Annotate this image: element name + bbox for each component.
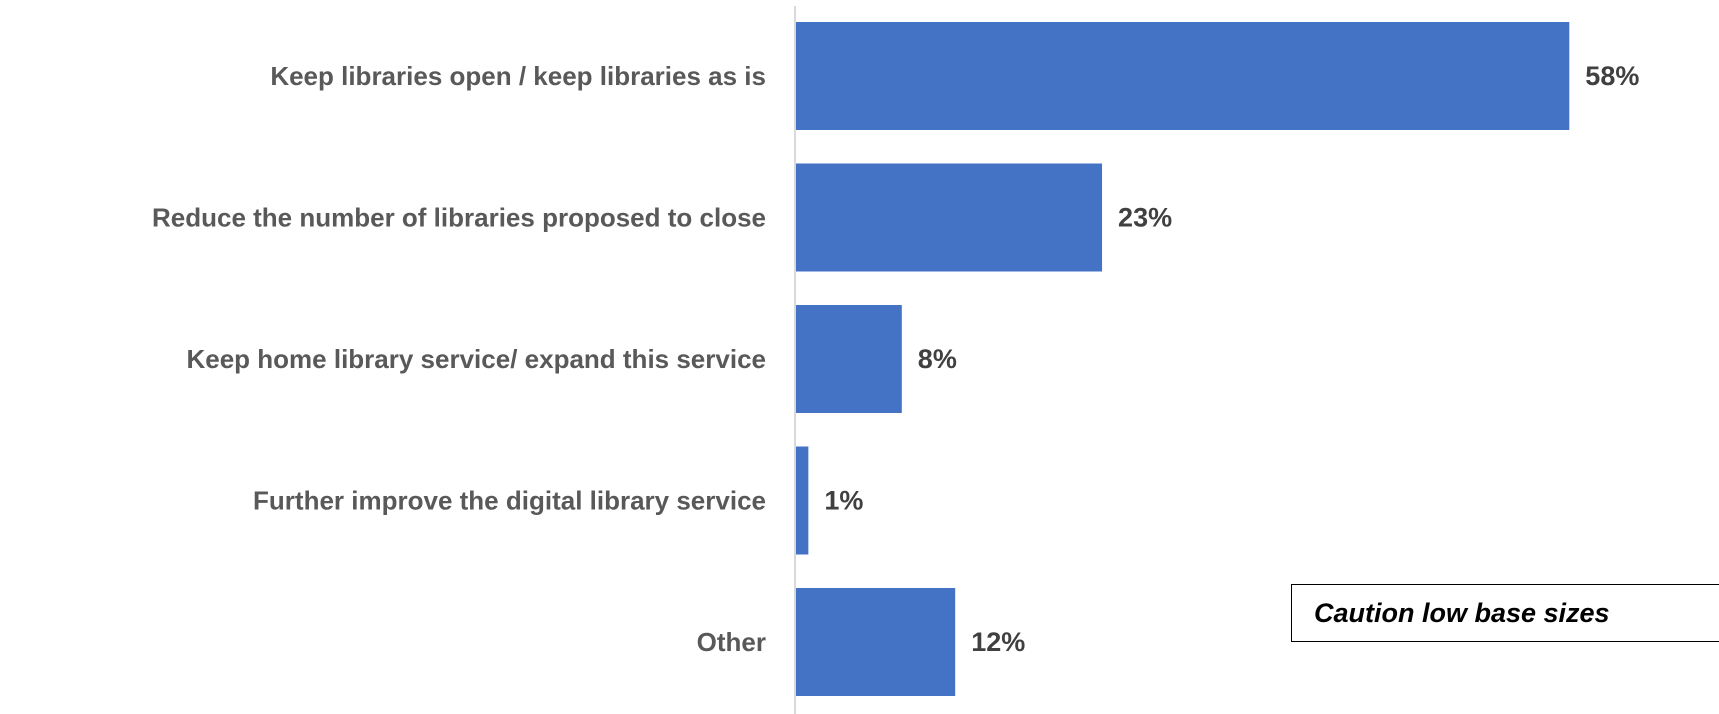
category-label-3: Further improve the digital library serv… <box>253 486 766 516</box>
bar-1 <box>795 163 1103 272</box>
value-label-4: 12% <box>971 627 1025 657</box>
value-label-2: 8% <box>918 344 957 374</box>
bar-0 <box>795 22 1570 130</box>
category-labels-layer: Keep libraries open / keep libraries as … <box>152 61 766 657</box>
value-label-1: 23% <box>1118 203 1172 233</box>
category-label-2: Keep home library service/ expand this s… <box>186 344 766 374</box>
bar-2 <box>795 305 902 413</box>
bar-4 <box>795 588 956 696</box>
value-label-0: 58% <box>1585 61 1639 91</box>
category-label-0: Keep libraries open / keep libraries as … <box>270 61 766 91</box>
bar-3 <box>795 446 809 555</box>
value-label-3: 1% <box>824 486 863 516</box>
bars-layer <box>795 22 1570 696</box>
value-labels-layer: 58% 23% 8% 1% 12% <box>824 61 1639 657</box>
caution-annotation-box: Caution low base sizes <box>1291 584 1719 642</box>
category-label-4: Other <box>697 627 766 657</box>
caution-annotation-text: Caution low base sizes <box>1314 597 1610 628</box>
category-label-1: Reduce the number of libraries proposed … <box>152 203 766 233</box>
